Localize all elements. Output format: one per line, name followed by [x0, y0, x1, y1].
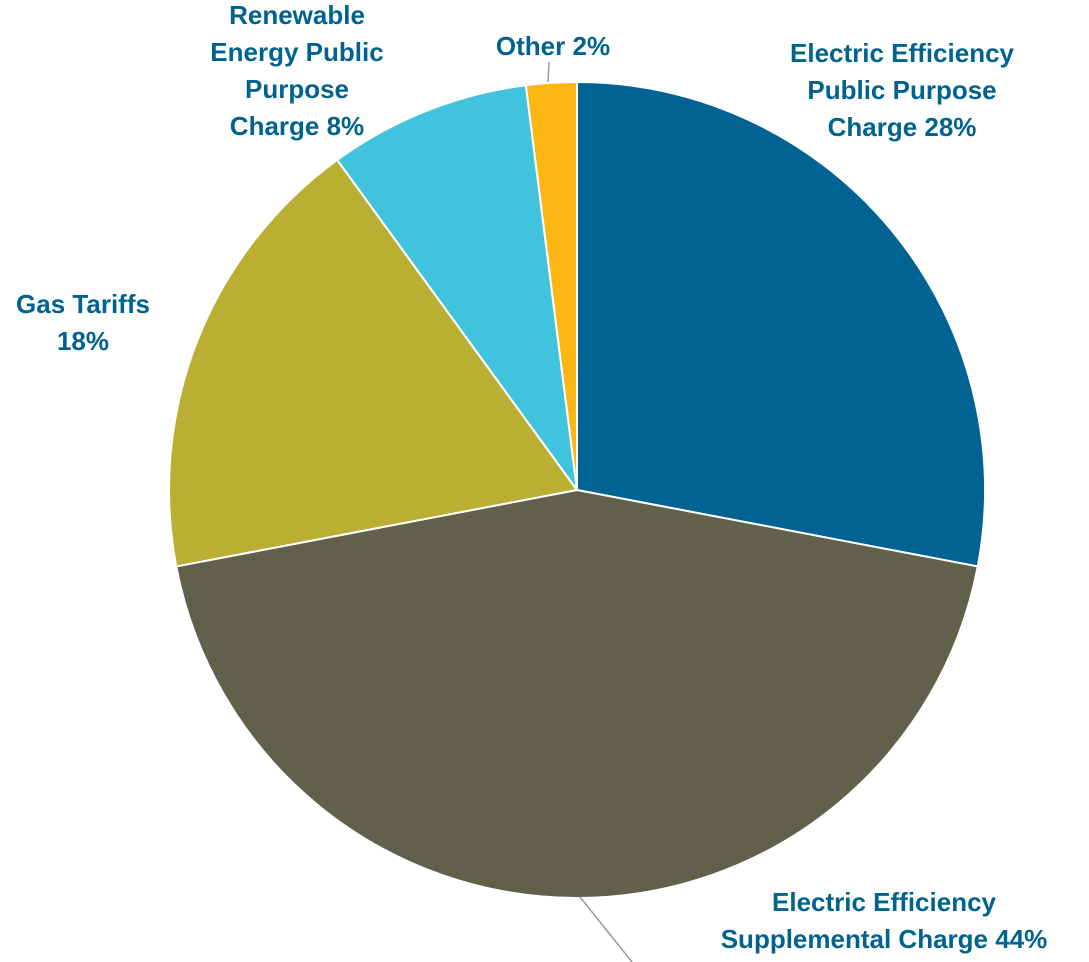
leader-line-5 [547, 61, 550, 83]
slice-label-line: Electric Efficiency [772, 887, 997, 917]
slice-label-line: Charge 8% [230, 111, 364, 141]
slice-labels: Electric Efficiency Public Purpose Charge … [16, 0, 1047, 954]
slice-label-line: Electric Efficiency [790, 38, 1015, 68]
slice-label-5: Other 2% [496, 31, 610, 61]
slice-label-line: Other 2% [496, 31, 610, 61]
slice-label-3: Gas Tariffs 18% [16, 289, 150, 356]
slice-label-line: Supplemental Charge 44% [721, 924, 1048, 954]
slice-label-line: 18% [57, 326, 109, 356]
pie-slice-4 [336, 84, 578, 491]
slice-label-line: Energy Public [210, 37, 383, 67]
leader-line-2 [579, 896, 633, 962]
slice-label-line: Public Purpose [807, 75, 996, 105]
slice-label-line: Purpose [245, 74, 349, 104]
pie-slice-2 [175, 489, 979, 899]
slice-label-line: Renewable [229, 0, 365, 30]
slice-label-2: Electric Efficiency Supplemental Charge 4… [721, 887, 1048, 954]
slice-label-line: Gas Tariffs [16, 289, 150, 319]
leader-lines [547, 61, 633, 962]
pie-slice-1 [576, 81, 986, 568]
slice-label-4: Renewable Energy Public Purpose Charge 8% [210, 0, 383, 141]
pie-slice-3 [168, 158, 578, 568]
slice-label-1: Electric Efficiency Public Purpose Charge … [790, 38, 1015, 142]
slice-label-line: Charge 28% [828, 112, 977, 142]
pie-slices [168, 81, 986, 899]
pie-slice-5 [524, 81, 578, 491]
